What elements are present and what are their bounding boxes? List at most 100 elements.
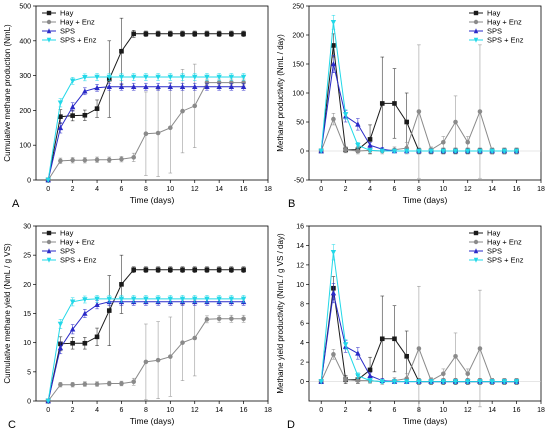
data-point xyxy=(367,137,373,142)
series-sps xyxy=(45,82,247,183)
legend-marker xyxy=(46,239,52,245)
y-tick-label: 500 xyxy=(19,4,31,11)
legend-label: Hay + Enz xyxy=(487,238,522,247)
data-point xyxy=(465,371,471,377)
data-point xyxy=(477,379,483,385)
data-point xyxy=(367,142,373,148)
data-point xyxy=(465,379,471,385)
series-hay-enz xyxy=(318,44,519,179)
data-point xyxy=(143,267,149,273)
data-point xyxy=(118,296,125,302)
series-hay-enz xyxy=(45,299,246,404)
data-point xyxy=(331,43,336,48)
data-point xyxy=(94,157,100,163)
data-point xyxy=(204,83,210,90)
legend-label: Hay xyxy=(487,9,501,18)
x-tick-label: 18 xyxy=(537,186,545,193)
y-tick-label: 2 xyxy=(300,360,304,367)
data-point xyxy=(216,83,222,90)
x-tick-label: 14 xyxy=(215,186,223,193)
data-point xyxy=(416,148,422,154)
x-tick-label: 14 xyxy=(215,407,223,414)
x-tick-label: 8 xyxy=(144,186,148,193)
x-tick-label: 12 xyxy=(464,186,472,193)
x-tick-label: 6 xyxy=(120,186,124,193)
data-point xyxy=(513,148,520,154)
series-sps-enz xyxy=(45,295,247,404)
x-tick-label: 14 xyxy=(488,407,496,414)
x-tick-label: 6 xyxy=(393,186,397,193)
y-tick-label: 14 xyxy=(296,243,304,250)
data-point xyxy=(82,381,88,387)
data-point xyxy=(155,130,161,136)
data-point xyxy=(489,379,495,385)
y-tick-label: 200 xyxy=(292,33,304,40)
data-point xyxy=(69,326,76,332)
data-point xyxy=(240,83,247,90)
x-tick-label: 10 xyxy=(439,186,447,193)
chart-panel-a: 0 2 4 6 8 10 12 14 16 18 0 100 200 300 400 500 Time (day… xyxy=(3,4,272,211)
x-tick-label: 6 xyxy=(393,407,397,414)
legend-marker xyxy=(473,19,479,25)
data-point xyxy=(155,267,161,273)
data-point xyxy=(57,345,64,351)
x-axis-title: Time (days) xyxy=(130,416,175,426)
data-point xyxy=(416,109,422,114)
data-point xyxy=(355,373,361,379)
data-point xyxy=(106,308,112,313)
panel-label: D xyxy=(287,419,295,431)
data-point xyxy=(343,377,348,382)
x-tick-label: 0 xyxy=(46,407,50,414)
data-point xyxy=(379,336,385,342)
panel-label: B xyxy=(288,198,295,210)
data-point xyxy=(180,340,185,345)
data-point xyxy=(106,381,112,386)
data-point xyxy=(167,74,174,80)
y-tick-label: 10 xyxy=(296,282,304,289)
data-point xyxy=(179,83,186,90)
x-tick-label: 4 xyxy=(368,407,372,414)
data-point xyxy=(94,296,100,302)
data-point xyxy=(404,353,409,359)
data-point xyxy=(416,379,422,385)
data-point xyxy=(204,267,210,273)
legend-marker xyxy=(46,37,52,43)
legend-marker xyxy=(46,28,52,34)
data-point xyxy=(330,249,337,256)
data-point xyxy=(94,84,100,91)
data-point xyxy=(82,157,88,163)
data-point xyxy=(379,101,385,106)
data-point xyxy=(192,74,198,80)
data-point xyxy=(155,83,161,90)
data-point xyxy=(229,31,234,37)
data-point xyxy=(477,346,483,351)
y-tick-label: 16 xyxy=(296,224,304,231)
panel-label: C xyxy=(8,419,16,431)
data-point xyxy=(192,31,198,37)
y-tick-label: 100 xyxy=(19,143,31,150)
data-point xyxy=(330,19,337,26)
x-tick-label: 16 xyxy=(240,407,248,414)
data-point xyxy=(216,267,222,273)
data-point xyxy=(240,296,247,302)
x-tick-label: 8 xyxy=(417,186,421,193)
x-tick-label: 10 xyxy=(166,407,174,414)
data-point xyxy=(204,80,210,85)
data-point xyxy=(229,80,234,85)
data-point xyxy=(168,125,173,131)
data-point xyxy=(155,74,161,80)
data-point xyxy=(355,148,361,154)
data-point xyxy=(241,80,246,85)
data-point xyxy=(416,346,422,351)
data-point xyxy=(367,148,373,154)
data-point xyxy=(118,74,125,80)
x-tick-label: 0 xyxy=(46,186,50,193)
legend-label: SPS xyxy=(487,247,502,256)
data-point xyxy=(155,296,161,302)
data-point xyxy=(330,61,337,67)
data-point xyxy=(501,148,508,154)
legend-label: SPS + Enz xyxy=(487,36,524,45)
y-axis-title: Methane productivity (NmL / day) xyxy=(276,34,285,152)
data-point xyxy=(241,267,246,273)
